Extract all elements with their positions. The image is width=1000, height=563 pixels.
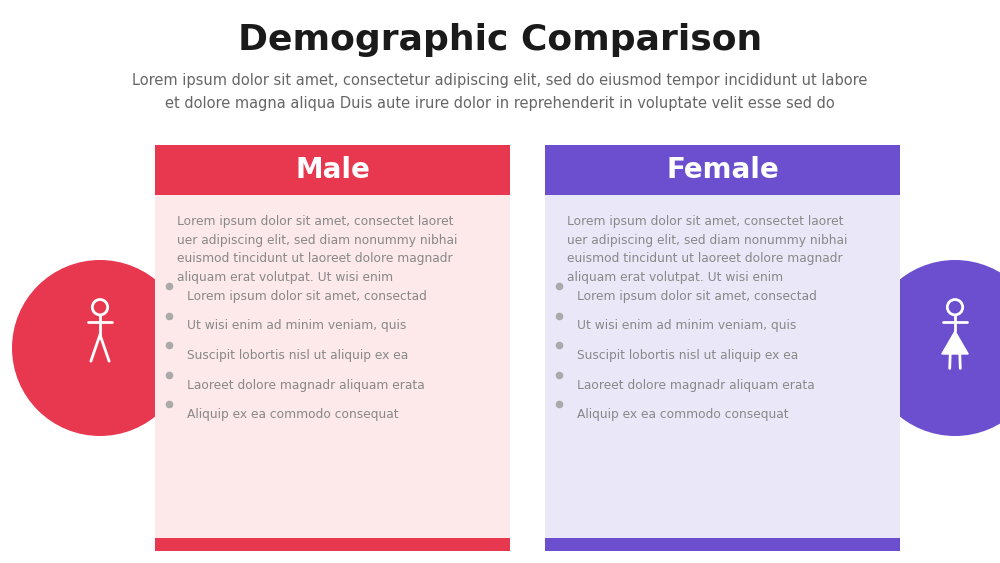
Text: Lorem ipsum dolor sit amet, consectetur adipiscing elit, sed do eiusmod tempor i: Lorem ipsum dolor sit amet, consectetur …	[132, 74, 868, 88]
Text: Lorem ipsum dolor sit amet, consecta​d: Lorem ipsum dolor sit amet, consecta​d	[577, 290, 817, 303]
Text: et dolore magna aliqua Duis aute irure dolor in reprehenderit in voluptate velit: et dolore magna aliqua Duis aute irure d…	[165, 96, 835, 110]
FancyBboxPatch shape	[545, 538, 900, 551]
Text: Lorem ipsum dolor sit amet, consecta​d: Lorem ipsum dolor sit amet, consecta​d	[187, 290, 427, 303]
Text: Suscipit lobortis nisl ut aliquip ex ea: Suscipit lobortis nisl ut aliquip ex ea	[187, 349, 408, 362]
Text: Male: Male	[295, 156, 370, 184]
FancyBboxPatch shape	[155, 145, 510, 551]
Circle shape	[12, 260, 188, 436]
Text: Suscipit lobortis nisl ut aliquip ex ea: Suscipit lobortis nisl ut aliquip ex ea	[577, 349, 798, 362]
Text: Female: Female	[666, 156, 779, 184]
Text: Lorem ipsum dolor sit amet, consectet laoret
uer adipiscing elit, sed diam nonum: Lorem ipsum dolor sit amet, consectet la…	[567, 215, 847, 284]
Text: Laoreet dolore magnadr aliquam erata: Laoreet dolore magnadr aliquam erata	[187, 378, 425, 391]
Text: Ut wisi enim ad minim veniam, quis: Ut wisi enim ad minim veniam, quis	[187, 319, 406, 333]
Circle shape	[867, 260, 1000, 436]
FancyBboxPatch shape	[155, 538, 510, 551]
Polygon shape	[942, 331, 968, 354]
Text: Aliquip ex ea commodo consequat: Aliquip ex ea commodo consequat	[187, 408, 399, 421]
Text: Ut wisi enim ad minim veniam, quis: Ut wisi enim ad minim veniam, quis	[577, 319, 796, 333]
FancyBboxPatch shape	[545, 145, 900, 195]
Text: Lorem ipsum dolor sit amet, consectet laoret
uer adipiscing elit, sed diam nonum: Lorem ipsum dolor sit amet, consectet la…	[177, 215, 457, 284]
Text: Aliquip ex ea commodo consequat: Aliquip ex ea commodo consequat	[577, 408, 789, 421]
Text: Demographic Comparison: Demographic Comparison	[238, 23, 762, 57]
FancyBboxPatch shape	[155, 145, 510, 195]
Text: Laoreet dolore magnadr aliquam erata: Laoreet dolore magnadr aliquam erata	[577, 378, 815, 391]
FancyBboxPatch shape	[545, 145, 900, 551]
